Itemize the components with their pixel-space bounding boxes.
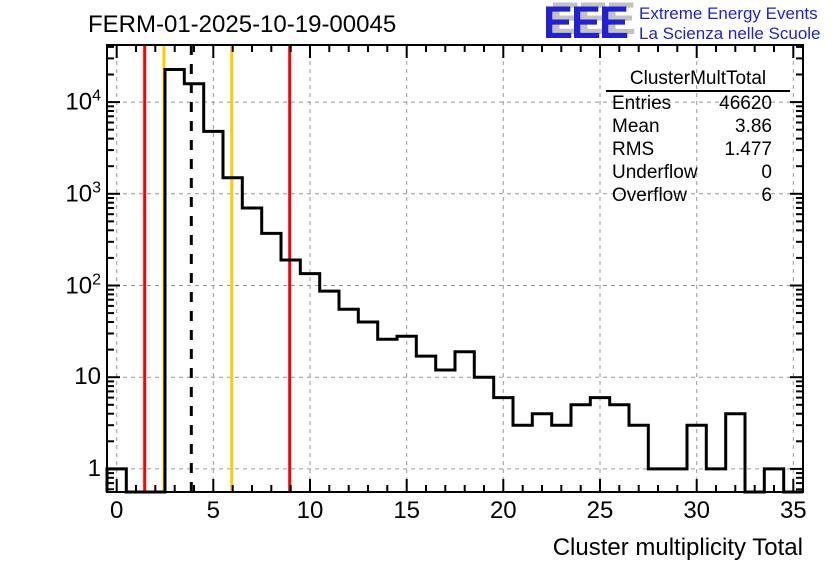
stats-row-mean: Mean 3.86 [606,115,790,138]
stats-label: Mean [612,116,660,137]
stats-row-underflow: Underflow 0 [606,161,790,184]
eee-logo-line1: Extreme Energy Events [639,4,818,23]
plot-frame [106,44,804,493]
x-tick-label-20: 20 [489,497,517,524]
stats-value: 3.86 [735,116,772,137]
y-tick-label-1: 1 [87,454,101,482]
x-tick-label-25: 25 [586,497,614,524]
eee-logo-text: Extreme Energy Events La Scienza nelle S… [639,0,820,44]
eee-logo: EEE Extreme Energy Events La Scienza nel… [543,0,821,46]
y-tick-label-10^2: 102 [65,271,101,299]
eee-logo-line2: La Scienza nelle Scuole [639,24,821,43]
page-title: FERM-01-2025-10-19-00045 [88,11,397,38]
x-tick-label-10: 10 [296,497,324,524]
gridlines [107,45,803,492]
stats-label: Entries [612,93,672,114]
x-tick-label-5: 5 [206,497,220,524]
stats-box: ClusterMultTotal Entries 46620 Mean 3.86… [606,67,790,207]
stats-label: Overflow [612,185,687,206]
stats-value: 46620 [719,93,772,114]
x-axis-title: Cluster multiplicity Total [552,534,803,561]
stats-row-overflow: Overflow 6 [606,184,790,207]
stats-row-entries: Entries 46620 [606,92,790,115]
stats-value: 0 [761,162,772,183]
stats-label: RMS [612,139,655,160]
x-tick-label-0: 0 [110,497,124,524]
axis-ticks [107,45,803,492]
stats-value: 6 [761,185,772,206]
stats-label: Underflow [612,162,698,183]
x-tick-label-35: 35 [779,497,807,524]
x-tick-label-30: 30 [683,497,711,524]
y-tick-label-10: 10 [74,363,101,391]
y-tick-label-10^4: 104 [65,87,101,116]
stats-value: 1.477 [724,139,772,160]
y-tick-label-10^3: 103 [65,179,101,208]
stats-box-title: ClusterMultTotal [606,67,790,92]
histogram-line [105,68,803,494]
eee-logo-acronym: EEE [543,0,629,48]
stats-row-rms: RMS 1.477 [606,138,790,161]
x-tick-label-15: 15 [393,497,421,524]
